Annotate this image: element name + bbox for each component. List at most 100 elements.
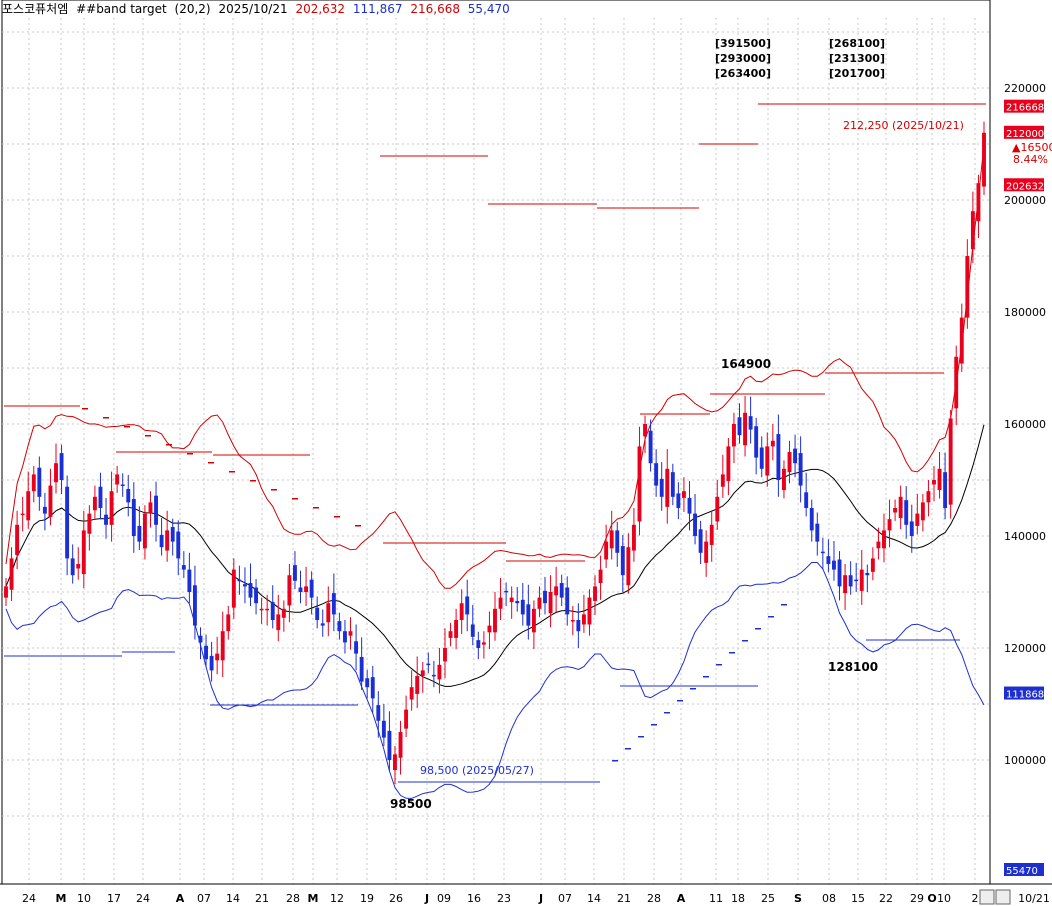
x-tick-label: 10 bbox=[937, 892, 951, 905]
high-value-label: 164900 bbox=[721, 357, 771, 371]
candle-body bbox=[798, 453, 803, 486]
candle-body bbox=[26, 491, 31, 521]
candle-body bbox=[520, 599, 525, 615]
step-marker bbox=[768, 616, 774, 618]
candle-body bbox=[548, 592, 553, 614]
x-tick-label: M bbox=[308, 892, 319, 905]
x-tick-label: 09 bbox=[437, 892, 451, 905]
candle-body bbox=[365, 678, 370, 688]
indicator-name: ##band target bbox=[76, 2, 167, 16]
candles bbox=[4, 121, 986, 785]
candle-body bbox=[854, 579, 859, 582]
x-tick-label: 19 bbox=[360, 892, 374, 905]
header-date: 2025/10/21 bbox=[218, 2, 288, 16]
candle-body bbox=[570, 620, 575, 622]
candle-body bbox=[165, 530, 170, 551]
candle-body bbox=[176, 531, 181, 559]
candle-body bbox=[304, 586, 309, 592]
candle-body bbox=[648, 430, 653, 464]
header-mid-value: 202,632 bbox=[295, 2, 346, 16]
y-tick-label: 200000 bbox=[1004, 194, 1046, 207]
candle-body bbox=[459, 603, 464, 620]
candle-body bbox=[509, 597, 514, 603]
step-marker bbox=[742, 640, 748, 642]
zoom-tool-icon[interactable] bbox=[995, 889, 1011, 905]
last-close-value: 212000 bbox=[1006, 129, 1044, 140]
candle-body bbox=[626, 547, 631, 586]
x-tick-label: 22 bbox=[879, 892, 893, 905]
y-tick-label: 180000 bbox=[1004, 306, 1046, 319]
candle-body bbox=[420, 670, 425, 676]
candle-body bbox=[731, 424, 736, 447]
candle-body bbox=[142, 513, 147, 549]
candle-body bbox=[954, 356, 959, 409]
x-tick-label: 28 bbox=[647, 892, 661, 905]
candle-body bbox=[76, 564, 81, 569]
candle-body bbox=[720, 474, 725, 487]
x-tick-label: 10/21 bbox=[1018, 892, 1050, 905]
candle-body bbox=[943, 472, 948, 508]
candle-body bbox=[409, 687, 414, 700]
candle-body bbox=[609, 530, 614, 549]
step-marker bbox=[755, 628, 761, 630]
step-marker bbox=[612, 760, 618, 762]
step-marker bbox=[625, 748, 631, 750]
candle-body bbox=[559, 583, 564, 598]
candle-body bbox=[765, 446, 770, 476]
candle-body bbox=[643, 424, 647, 437]
candle-body bbox=[631, 524, 636, 551]
draw-tool-icon[interactable] bbox=[979, 889, 995, 905]
candle-body bbox=[198, 635, 203, 643]
x-tick-label: 14 bbox=[587, 892, 601, 905]
x-tick-label: 24 bbox=[22, 892, 36, 905]
step-marker bbox=[145, 435, 151, 437]
candle-body bbox=[404, 709, 409, 729]
upper-band-line bbox=[5, 144, 985, 589]
step-marker bbox=[651, 724, 657, 726]
candle-body bbox=[137, 525, 142, 542]
candle-body bbox=[448, 631, 453, 638]
indicator-params: (20,2) bbox=[174, 2, 211, 16]
candle-body bbox=[848, 575, 853, 587]
candle-body bbox=[959, 317, 964, 364]
low-value-label: 128100 bbox=[828, 660, 878, 674]
candle-body bbox=[843, 575, 848, 594]
candle-body bbox=[298, 587, 303, 592]
candle-body bbox=[348, 631, 353, 636]
candle-body bbox=[237, 579, 242, 582]
volume-value-box bbox=[1004, 863, 1044, 876]
x-tick-label: 08 bbox=[822, 892, 836, 905]
axes: 220000 200000 180000 160000 140000 120000 1000… bbox=[0, 82, 1052, 905]
candle-body bbox=[537, 597, 542, 609]
candle-body bbox=[832, 560, 836, 570]
candle-body bbox=[726, 446, 731, 482]
target-price-col1: [263400] bbox=[715, 67, 771, 80]
trough-value-label: 98500 bbox=[390, 797, 432, 811]
candle-body bbox=[670, 472, 675, 497]
header-upper-value: 216,668 bbox=[410, 2, 460, 16]
candle-body bbox=[231, 569, 236, 608]
lower-band-value: 111868 bbox=[1006, 690, 1044, 701]
candle-body bbox=[265, 608, 270, 611]
candle-body bbox=[793, 448, 798, 464]
x-tick-label: J bbox=[538, 892, 543, 905]
candle-body bbox=[92, 496, 97, 511]
candle-body bbox=[515, 600, 520, 604]
candle-body bbox=[415, 676, 420, 694]
candle-body bbox=[309, 579, 314, 598]
candle-body bbox=[465, 596, 470, 615]
candle-body bbox=[154, 495, 158, 525]
candle-body bbox=[170, 527, 175, 542]
stock-name: 포스코퓨처엠 bbox=[2, 2, 69, 16]
step-marker bbox=[729, 652, 735, 654]
candle-body bbox=[215, 653, 220, 661]
candle-body bbox=[709, 524, 714, 545]
x-tick-label: O bbox=[927, 892, 936, 905]
step-marker bbox=[664, 712, 670, 714]
candle-body bbox=[320, 623, 325, 626]
candle-body bbox=[820, 551, 825, 554]
candle-body bbox=[192, 585, 197, 626]
x-tick-label: 23 bbox=[497, 892, 511, 905]
candle-body bbox=[698, 529, 703, 553]
